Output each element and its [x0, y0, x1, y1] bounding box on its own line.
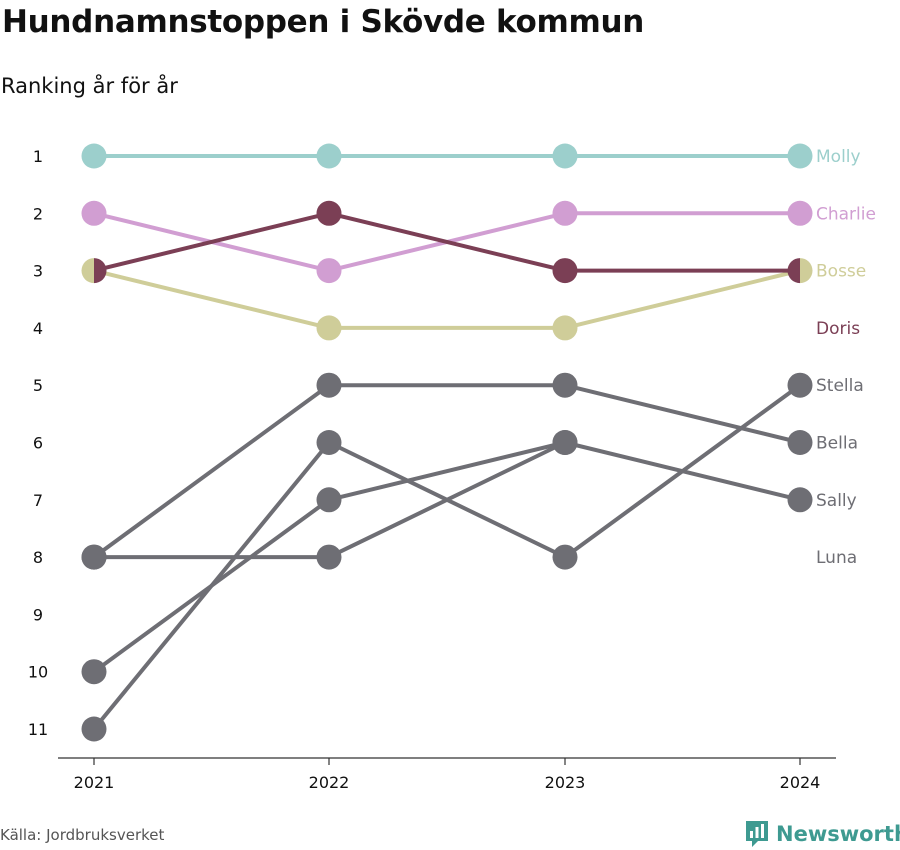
point-charlie [316, 258, 342, 284]
label-charlie: Charlie [816, 204, 876, 224]
y-axis-ticks: 1 2 3 4 5 6 7 8 9 10 11 [28, 147, 48, 739]
point-sally [787, 487, 813, 513]
point-bosse [552, 315, 578, 341]
y-tick-label: 8 [33, 548, 43, 567]
series-line-bella [92, 383, 331, 560]
point-bella [787, 430, 813, 455]
series-line-sally [92, 497, 331, 674]
y-tick-label: 9 [33, 605, 43, 624]
series-line-sally [327, 440, 567, 502]
series-lines [92, 154, 802, 731]
series-line-doris [327, 211, 567, 273]
point-split-left [787, 258, 800, 284]
point-luna [81, 544, 107, 570]
point-sally [316, 487, 342, 513]
x-tick-label: 2022 [309, 773, 350, 792]
point-stella [552, 544, 578, 570]
point-bella [552, 372, 578, 398]
label-doris: Doris [816, 319, 860, 339]
point-charlie [552, 200, 578, 226]
y-tick-label: 6 [33, 434, 43, 453]
x-tick-label: 2021 [74, 773, 115, 792]
point-split-left [81, 258, 94, 284]
brand-logo[interactable]: Newsworthy [744, 818, 900, 850]
point-charlie [787, 200, 813, 226]
y-tick-label: 4 [33, 319, 43, 338]
point-molly [552, 143, 578, 169]
point-luna [552, 430, 578, 455]
y-tick-label: 2 [33, 204, 43, 223]
chart-subtitle: Ranking år för år [1, 74, 178, 98]
point-stella [81, 716, 107, 742]
point-molly [81, 143, 107, 169]
point-bella [316, 372, 342, 398]
y-tick-label: 3 [33, 262, 43, 281]
series-line-bella [563, 383, 802, 445]
x-tick-label: 2023 [545, 773, 586, 792]
series-line-sally [563, 440, 802, 502]
y-tick-label: 7 [33, 491, 43, 510]
point-bosse [316, 315, 342, 341]
y-tick-label: 10 [28, 663, 48, 682]
brand-name: Newsworthy [776, 822, 900, 846]
newsworthy-logo-icon [746, 821, 768, 847]
point-split-right [800, 258, 813, 284]
y-tick-label: 11 [28, 720, 48, 739]
x-tick-label: 2024 [780, 773, 821, 792]
label-stella: Stella [816, 376, 864, 396]
y-tick-label: 1 [33, 147, 43, 166]
label-sally: Sally [816, 491, 857, 511]
series-line-bosse [563, 268, 802, 330]
y-tick-label: 5 [33, 376, 43, 395]
point-doris [552, 258, 578, 284]
chart-title: Hundnamnstoppen i Skövde kommun [2, 4, 645, 40]
series-line-bosse [92, 268, 331, 330]
point-charlie [81, 200, 107, 226]
point-split-right [94, 258, 107, 284]
point-molly [316, 143, 342, 169]
x-axis: 2021 2022 2023 2024 [58, 757, 836, 792]
label-molly: Molly [816, 147, 861, 167]
point-stella [316, 430, 342, 455]
label-bosse: Bosse [816, 262, 866, 282]
point-molly [787, 143, 813, 169]
point-doris [316, 200, 342, 226]
series-points [81, 143, 813, 742]
series-line-luna [327, 440, 567, 560]
point-sally [81, 659, 107, 685]
point-luna [316, 544, 342, 570]
point-stella [787, 372, 813, 398]
label-luna: Luna [816, 548, 857, 568]
series-line-doris [92, 211, 331, 273]
series-end-labels: Stella Bella Sally Luna Molly Charlie Bosse Dor… [816, 147, 876, 568]
source-note: Källa: Jordbruksverket [0, 826, 165, 844]
label-bella: Bella [816, 434, 858, 454]
